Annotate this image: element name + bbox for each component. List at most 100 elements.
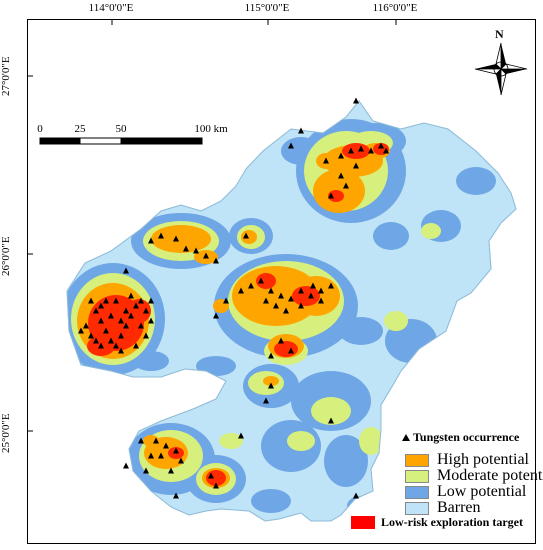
occurrence-triangle-icon — [128, 312, 134, 319]
legend-swatch-low — [405, 485, 429, 499]
occurrence-triangle-icon — [238, 432, 244, 439]
occurrence-triangle-icon — [193, 247, 199, 254]
occurrence-triangle-icon — [123, 322, 129, 329]
occurrence-triangle-icon — [268, 287, 274, 294]
lon-label-114: 114°0'0"E — [88, 2, 134, 14]
occurrence-triangle-icon — [93, 307, 99, 314]
occurrence-triangle-icon — [273, 302, 279, 309]
occurrence-triangle-icon — [243, 232, 249, 239]
occurrence-triangle-icon — [310, 282, 316, 289]
legend-swatch-high — [405, 453, 429, 467]
occurrence-triangle-icon — [178, 457, 184, 464]
scale-label-0: 0 — [37, 123, 43, 135]
legend-label-moderate: Moderate potential — [437, 467, 543, 484]
occurrence-triangle-icon — [318, 297, 324, 304]
occurrence-triangle-icon — [88, 297, 94, 304]
occurrence-triangle-icon — [328, 417, 334, 424]
occurrence-triangle-icon — [113, 297, 119, 304]
lon-label-116: 116°0'0"E — [372, 2, 418, 14]
occurrence-triangle-icon — [213, 482, 219, 489]
scale-label-25: 25 — [74, 123, 86, 135]
occurrence-triangle-icon — [88, 332, 94, 339]
occurrence-triangle-icon — [338, 152, 344, 159]
occurrence-triangle-icon — [158, 232, 164, 239]
legend-occurrence-label: Tungsten occurrence — [413, 430, 520, 444]
occurrence-triangle-icon — [223, 297, 229, 304]
occurrence-triangle-icon — [103, 327, 109, 334]
legend-swatch-moderate — [405, 469, 429, 483]
occurrence-triangle-icon — [118, 332, 124, 339]
occurrence-triangle-icon — [353, 162, 359, 169]
lat-label-26: 26°0'0"E — [0, 236, 12, 276]
occurrence-triangle-icon — [318, 287, 324, 294]
occurrence-triangle-icon — [133, 342, 139, 349]
occurrence-triangle-icon — [268, 352, 274, 359]
occurrence-triangle-icon — [288, 295, 294, 302]
occurrence-triangle-icon — [213, 312, 219, 319]
legend-swatch-target — [351, 516, 375, 529]
occurrence-triangle-icon — [103, 297, 109, 304]
occurrence-triangle-icon — [353, 492, 359, 499]
occurrence-triangle-icon — [158, 452, 164, 459]
region-outline — [66, 100, 517, 522]
legend-triangle-icon — [402, 434, 410, 441]
occurrence-triangle-icon — [113, 342, 119, 349]
occurrence-triangle-icon — [118, 317, 124, 324]
occurrence-triangle-icon — [288, 142, 294, 149]
scale-label-50: 50 — [115, 123, 127, 135]
occurrence-triangle-icon — [343, 182, 349, 189]
occurrence-triangle-icon — [263, 297, 269, 304]
occurrence-triangle-icon — [258, 277, 264, 284]
occurrence-triangle-icon — [93, 337, 99, 344]
occurrence-triangle-icon — [143, 332, 149, 339]
legend-row-moderate: Moderate potential — [405, 467, 543, 484]
occurrence-triangle-icon — [138, 437, 144, 444]
occurrence-triangle-icon — [98, 302, 104, 309]
occurrence-triangle-icon — [298, 302, 304, 309]
occurrence-triangle-icon — [278, 337, 284, 344]
occurrence-triangle-icon — [248, 282, 254, 289]
graticule-ticks — [28, 20, 397, 432]
lat-label-25: 25°0'0"E — [0, 413, 12, 453]
occurrence-triangle-icon — [148, 317, 154, 324]
occurrence-triangle-icon — [268, 382, 274, 389]
occurrence-triangle-icon — [383, 147, 389, 154]
occurrence-triangle-icon — [108, 312, 114, 319]
occurrence-triangle-icon — [213, 257, 219, 264]
occurrence-triangle-icon — [328, 282, 334, 289]
occurrence-triangle-icon — [338, 172, 344, 179]
occurrence-triangle-icon — [138, 322, 144, 329]
occurrence-triangle-icon — [208, 472, 214, 479]
occurrence-triangle-icon — [133, 302, 139, 309]
potential-map — [28, 20, 528, 522]
occurrence-triangle-icon — [123, 462, 129, 469]
occurrence-triangle-icon — [348, 147, 354, 154]
occurrence-triangle-icon — [173, 492, 179, 499]
occurrence-triangle-icon — [118, 347, 124, 354]
occurrence-triangle-icon — [173, 447, 179, 454]
potential-zones — [67, 119, 496, 519]
occurrence-triangle-icon — [298, 287, 304, 294]
occurrence-triangle-icon — [288, 347, 294, 354]
occurrence-triangle-icon — [153, 437, 159, 444]
legend-label-barren: Barren — [437, 499, 481, 516]
scale-bar — [39, 137, 203, 145]
scale-label-100: 100 km — [194, 123, 228, 135]
occurrence-triangle-icon — [308, 292, 314, 299]
occurrence-triangle-icon — [143, 307, 149, 314]
legend-target-row: Low-risk exploration target — [351, 515, 523, 530]
legend-row-low: Low potential — [405, 483, 527, 500]
occurrence-triangle-icon — [143, 467, 149, 474]
legend-label-low: Low potential — [437, 483, 527, 500]
lat-label-27: 27°0'0"E — [0, 56, 12, 96]
occurrence-triangle-icon — [123, 307, 129, 314]
occurrence-triangle-icon — [238, 287, 244, 294]
legend-row-barren: Barren — [405, 499, 481, 516]
occurrence-triangle-icon — [353, 97, 359, 104]
occurrence-triangle-icon — [278, 292, 284, 299]
north-arrow-icon — [474, 42, 528, 96]
legend-swatch-barren — [405, 501, 429, 515]
occurrence-triangle-icon — [123, 267, 129, 274]
occurrence-triangle-icon — [323, 157, 329, 164]
occurrence-triangle-icon — [148, 297, 154, 304]
